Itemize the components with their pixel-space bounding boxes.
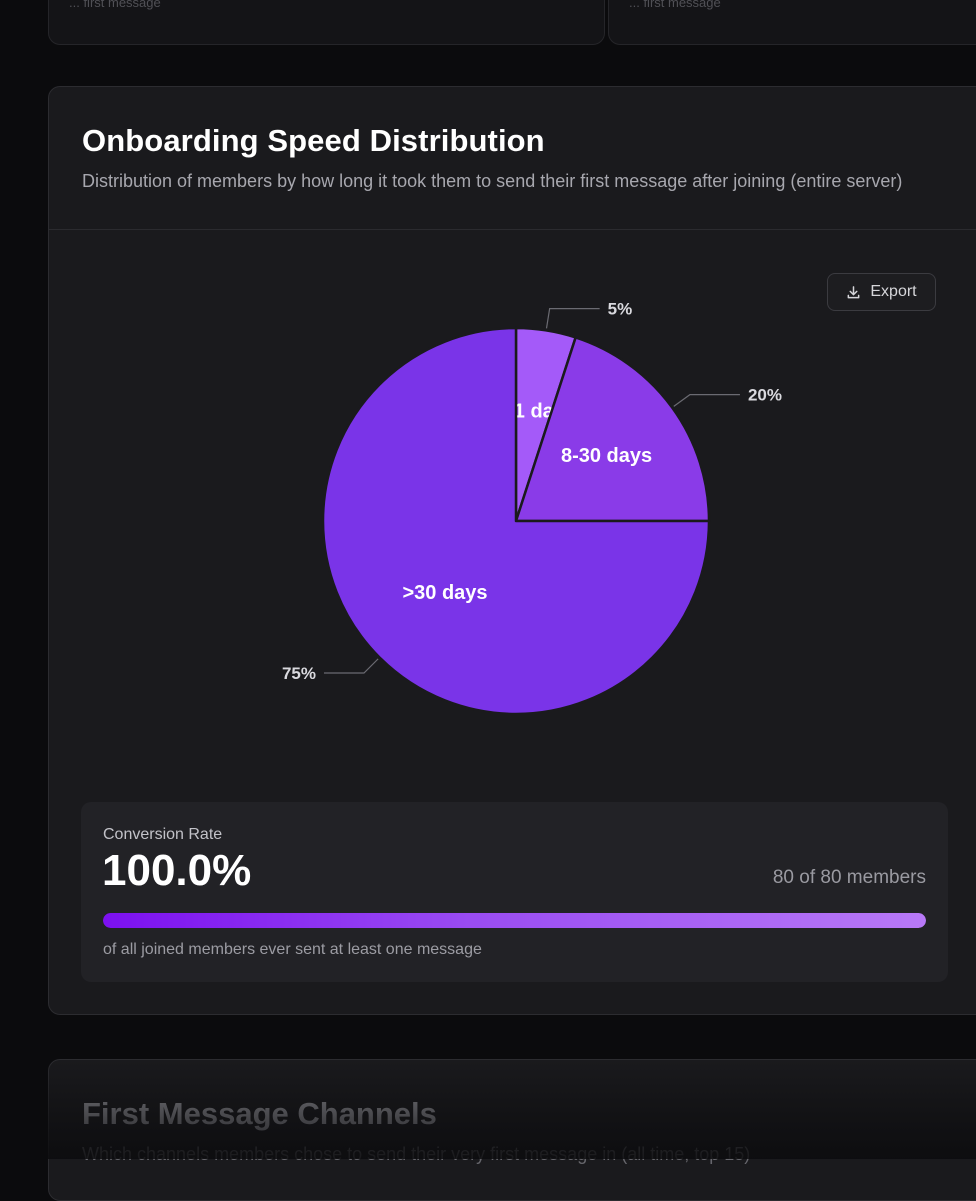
pie-percent-label: 20% xyxy=(748,386,782,405)
conversion-progress-track xyxy=(103,913,926,928)
conversion-rate-label: Conversion Rate xyxy=(103,826,223,843)
pie-leader-line xyxy=(673,394,740,407)
first-message-channels-subtitle: Which channels members chose to send the… xyxy=(82,1144,751,1164)
conversion-member-count: 80 of 80 members xyxy=(772,867,926,888)
pie-leader-line xyxy=(545,308,600,329)
export-button[interactable]: Export xyxy=(827,273,936,311)
card-header: Onboarding Speed Distribution Distributi… xyxy=(49,87,976,230)
pie-category-label: >30 days xyxy=(402,582,487,604)
pie-category-label: 8-30 days xyxy=(561,445,652,467)
download-icon xyxy=(846,285,861,300)
pie-leader-line xyxy=(323,658,379,674)
conversion-rate-panel: Conversion Rate 100.0% 80 of 80 members … xyxy=(81,802,948,982)
pie-percent-label: 75% xyxy=(282,664,316,683)
conversion-progress-fill xyxy=(103,913,926,928)
first-message-channels-title: First Message Channels xyxy=(82,1096,437,1131)
pie-slice-1[interactable] xyxy=(514,336,711,523)
conversion-note: of all joined members ever sent at least… xyxy=(103,941,482,958)
top-card-left: ... first message xyxy=(48,0,605,45)
onboarding-speed-card: Onboarding Speed Distribution Distributi… xyxy=(48,86,976,1015)
top-card-right-text: ... first message xyxy=(629,0,721,10)
pie-slice-2[interactable] xyxy=(321,326,711,716)
pie-percent-label: 5% xyxy=(608,300,633,319)
top-card-left-text: ... first message xyxy=(69,0,161,10)
card-subtitle: Distribution of members by how long it t… xyxy=(82,171,903,191)
top-card-right: ... first message xyxy=(608,0,976,45)
first-message-channels-card: First Message Channels Which channels me… xyxy=(48,1059,976,1201)
card-title: Onboarding Speed Distribution xyxy=(82,123,545,158)
conversion-rate-value: 100.0% xyxy=(102,846,252,895)
export-label: Export xyxy=(870,283,917,300)
